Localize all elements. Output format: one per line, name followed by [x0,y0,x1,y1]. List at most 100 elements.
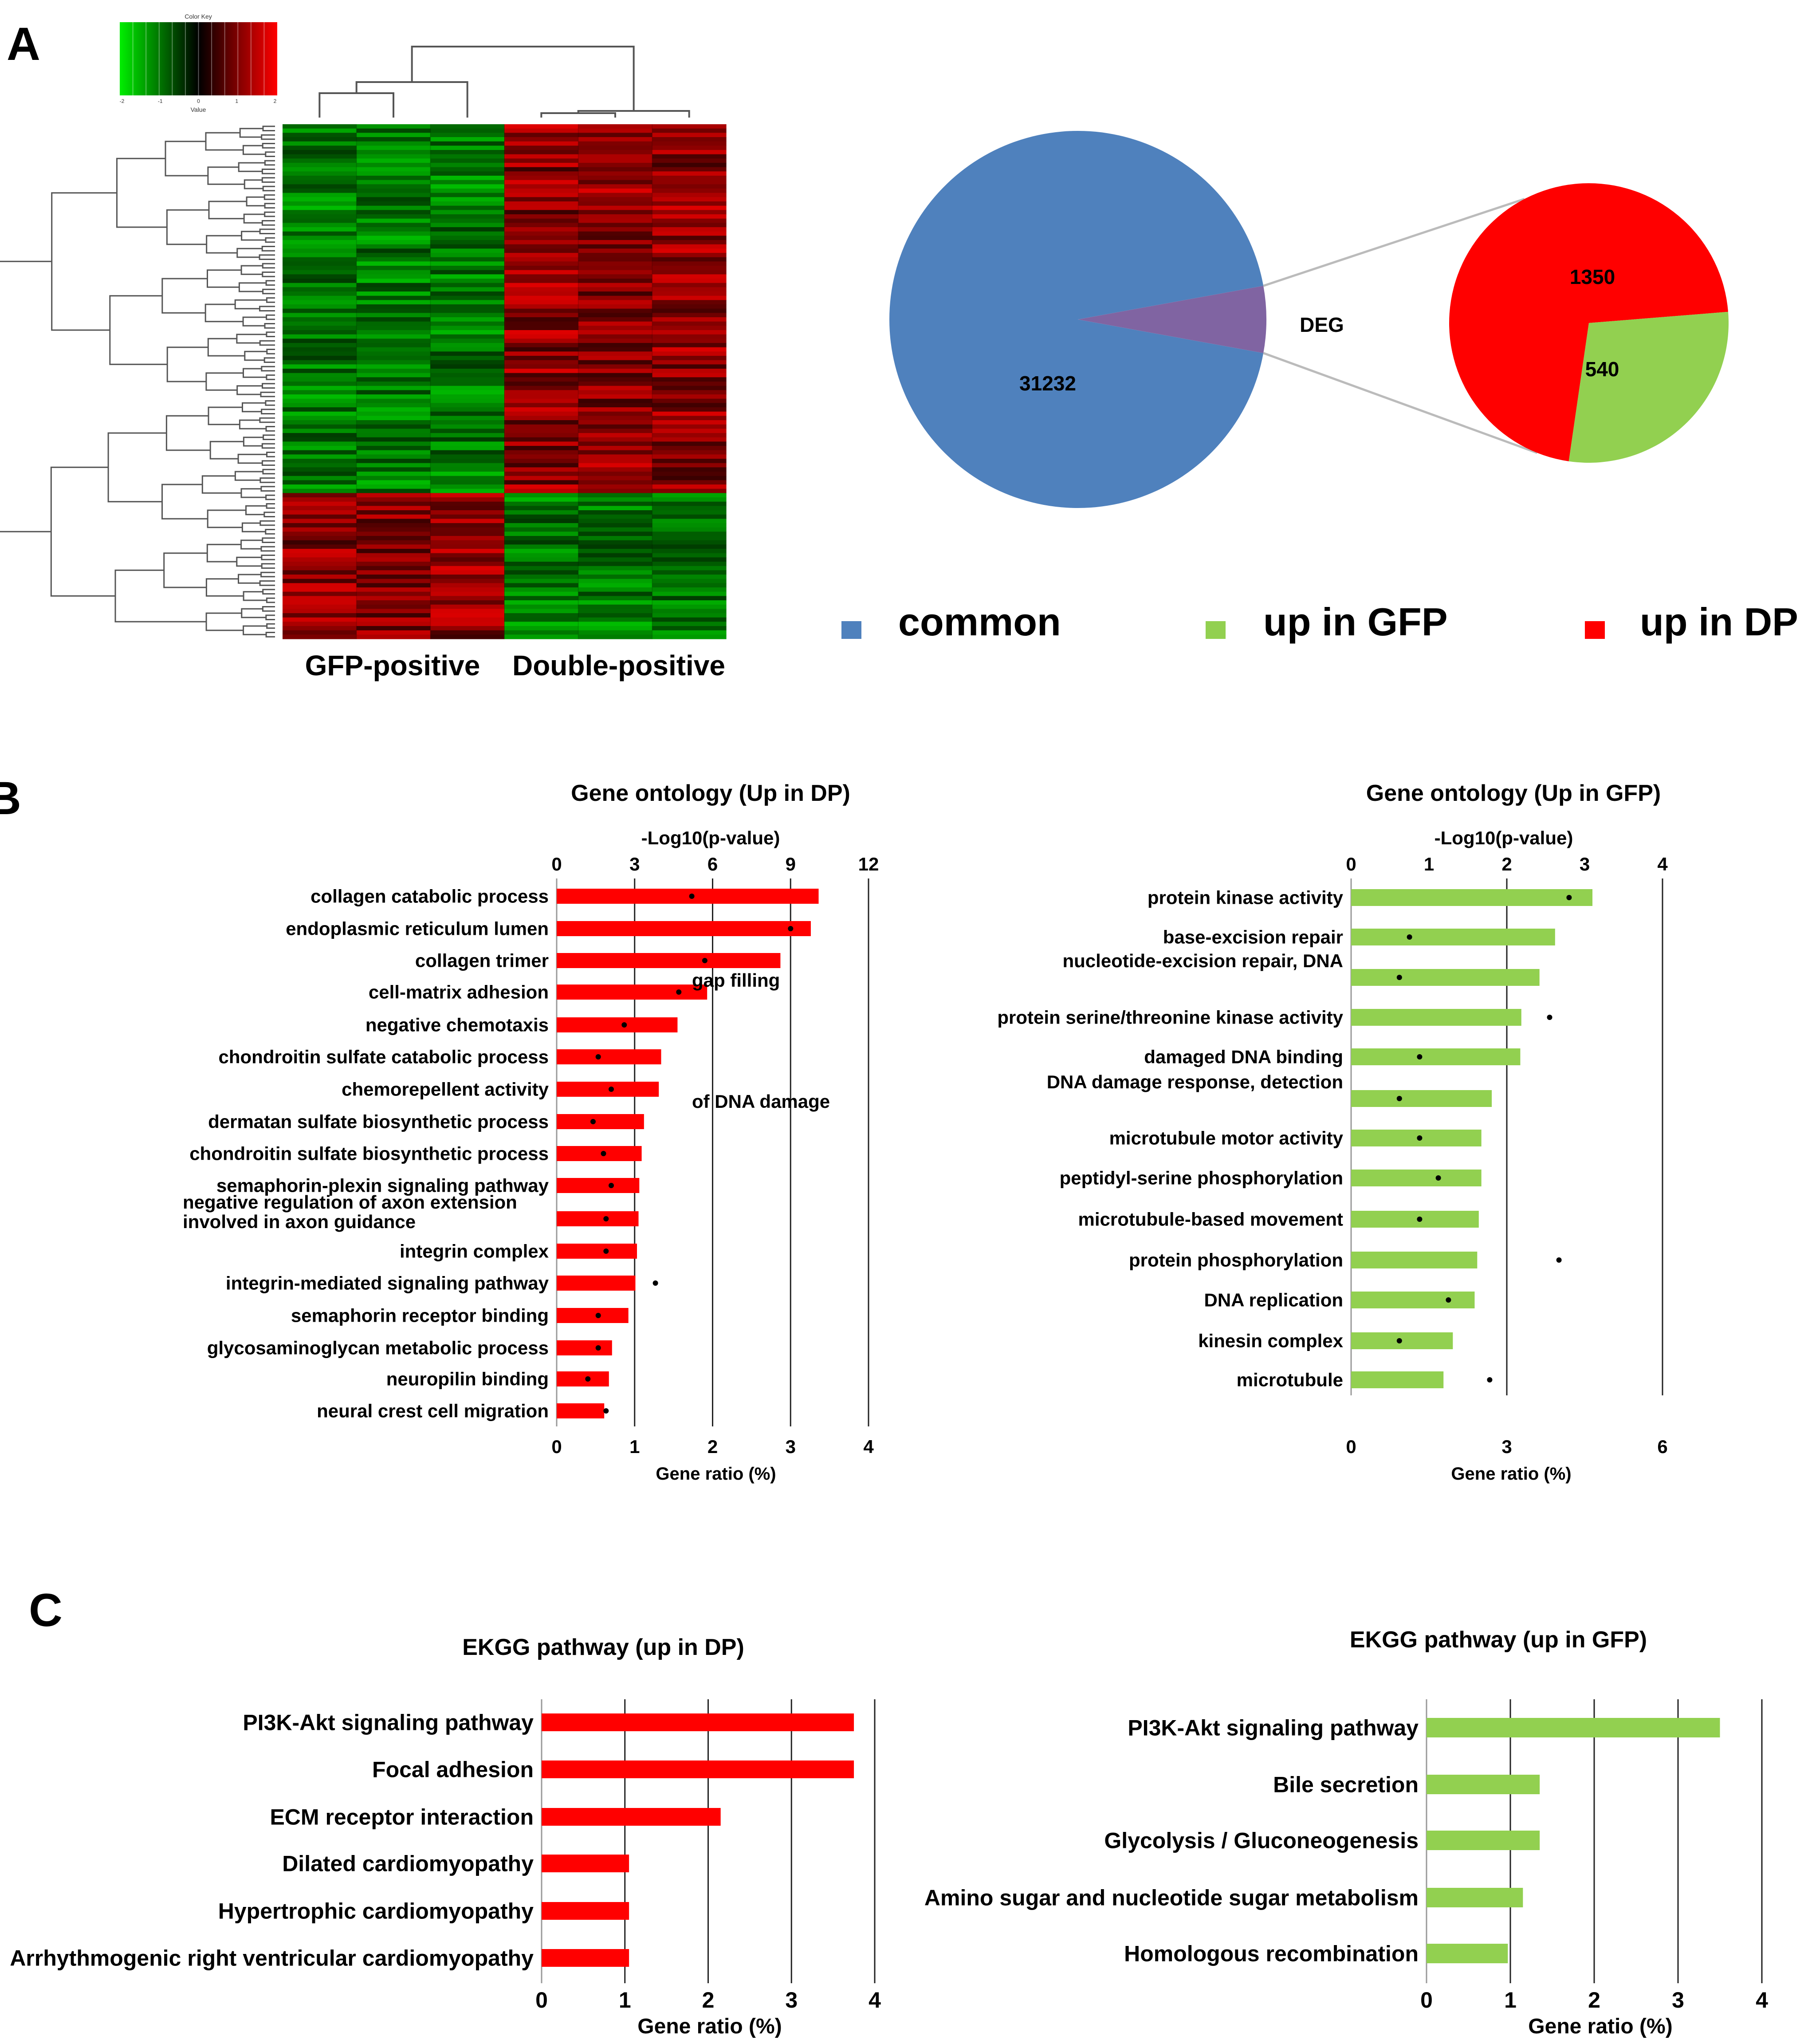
category-label: semaphorin receptor binding [291,1305,549,1326]
heatmap-cell [652,609,727,614]
heatmap-cell [652,214,727,219]
heatmap-cell [652,218,727,223]
category-label: Homologous recombination [1124,1942,1419,1966]
heatmap-cell [652,317,727,322]
heatmap-cell [430,189,505,193]
pie-slice-up-in-dp [1449,183,1728,461]
bar-chondroitin-sulfate-catabolic-process [557,1049,661,1064]
heatmap-cell [504,600,579,605]
bar-microtubule-based-movement [1351,1211,1479,1228]
heatmap-cell [578,253,652,258]
p-value-point [590,1119,596,1124]
heatmap-cell [504,472,579,477]
heatmap-cell [652,167,727,172]
heatmap-cell [578,343,652,348]
chart-title-kegg-up-in-dp: EKGG pathway (up in DP) [462,1634,744,1660]
heatmap-cell [652,437,727,442]
heatmap-cell [578,339,652,343]
heatmap-cell [356,339,431,343]
heatmap-cell [356,484,431,489]
dendrogram-branch [51,192,117,331]
heatmap-cell [283,167,357,172]
heatmap-cell [430,613,505,618]
heatmap-cell [652,141,727,146]
heatmap-cell [356,300,431,305]
heatmap-cell [578,321,652,326]
heatmap-cell [430,137,505,142]
heatmap-cell [504,411,579,416]
bar-ecm-receptor-interaction [542,1808,721,1826]
heatmap-cell [652,171,727,176]
heatmap-cell [356,158,431,163]
heatmap-cell [430,476,505,480]
heatmap-cell [283,450,357,455]
heatmap-cell [652,433,727,438]
x-tick-label: 1 [619,1988,631,2012]
top-tick-label: 9 [786,854,796,874]
heatmap-cell [430,317,505,322]
category-label: neuropilin binding [386,1369,549,1390]
p-value-point [1417,1135,1423,1141]
heatmap-cell [430,283,505,287]
heatmap-cell [430,617,505,622]
heatmap-cell [578,493,652,498]
p-value-point [585,1376,591,1382]
heatmap-cell [356,476,431,480]
bar-microtubule [1351,1371,1444,1388]
heatmap-cell [504,433,579,438]
x-axis-label-go-up-in-dp: Gene ratio (%) [656,1464,776,1484]
heatmap-cell [578,532,652,536]
top-tick-label: 2 [1501,854,1512,874]
heatmap-cell [652,394,727,399]
heatmap-cell [652,424,727,429]
heatmap-cell [356,193,431,197]
dendrogram-branch [236,334,267,344]
heatmap-cell [578,441,652,446]
dendrogram-branch [261,563,275,569]
p-value-point [652,1280,658,1286]
heatmap-cell [283,339,357,343]
bar-negative-regulation-of-axon-extension-involved-in-axon-guidance [557,1211,639,1226]
heatmap-cell [578,390,652,395]
heatmap-cell [283,236,357,240]
heatmap-cell [504,189,579,193]
heatmap-cell [356,330,431,335]
heatmap-cell [504,218,579,223]
heatmap-cell [652,626,727,631]
dendrogram-branch [246,196,265,207]
category-label: kinesin complex [1198,1331,1343,1351]
dendrogram-branch [163,552,208,588]
heatmap-cell [652,467,727,472]
heatmap-cell [283,390,357,395]
heatmap-cell [652,205,727,210]
pie-slice-deg [1078,286,1267,353]
heatmap-cell [578,373,652,378]
heatmap-cell [652,630,727,635]
dendrogram-branch [263,434,275,440]
heatmap-cell [283,133,357,138]
bar-peptidyl-serine-phosphorylation [1351,1170,1482,1186]
heatmap-cell [652,339,727,343]
heatmap-cell [356,480,431,485]
heatmap-cell [578,398,652,403]
heatmap-cell [652,231,727,236]
heatmap-cell [578,167,652,172]
heatmap-cell [356,253,431,258]
bar-integrin-complex [557,1244,637,1259]
dendrogram-branch [265,400,275,406]
heatmap-cell [430,141,505,146]
dendrogram-branch [266,623,275,629]
heatmap-cell [504,343,579,348]
heatmap-cell [652,330,727,335]
heatmap-cell [356,394,431,399]
heatmap-cell [430,270,505,275]
heatmap-cell [430,446,505,451]
heatmap-cell [504,557,579,562]
heatmap-cell [578,227,652,232]
heatmap-cell [504,287,579,292]
heatmap-cell [356,326,431,331]
dendrogram-branch [114,569,207,622]
heatmap-cell [356,321,431,326]
dendrogram-branch [577,110,690,118]
heatmap-cell [283,369,357,374]
